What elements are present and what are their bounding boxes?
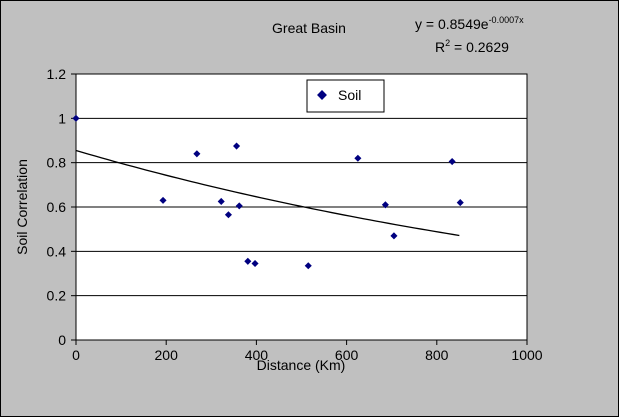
- data-point: [72, 114, 80, 122]
- y-tick-label: 0.4: [47, 243, 67, 259]
- y-axis-ticks: 0 0.2 0.4 0.6 0.8 1 1.2: [47, 66, 76, 348]
- y-tick-label: 0: [58, 332, 66, 348]
- data-point: [381, 201, 389, 209]
- data-point: [233, 142, 241, 150]
- r-squared-label: R: [435, 39, 445, 55]
- data-point: [193, 150, 201, 158]
- x-axis-ticks: 0 200 400 600 800 1000: [72, 340, 543, 363]
- x-tick-label: 0: [72, 347, 80, 363]
- x-tick-label: 800: [425, 347, 449, 363]
- y-tick-label: 0.2: [47, 288, 67, 304]
- data-point: [224, 211, 232, 219]
- legend-box: [306, 79, 385, 113]
- y-tick-label: 0.6: [47, 199, 67, 215]
- data-point: [235, 202, 243, 210]
- trendline: [75, 149, 460, 237]
- y-tick-label: 1.2: [47, 66, 67, 82]
- y-tick-label: 1: [58, 110, 66, 126]
- r-squared: R2 = 0.2629: [435, 38, 509, 55]
- data-point: [390, 232, 398, 240]
- y-axis-label: Soil Correlation: [14, 159, 30, 255]
- legend: Soil: [306, 79, 385, 113]
- trend-equation: y = 0.8549e-0.0007x: [415, 15, 524, 32]
- data-point: [354, 154, 362, 162]
- data-point: [217, 197, 225, 205]
- trend-equation-exponent: -0.0007x: [489, 15, 525, 25]
- x-tick-label: 400: [245, 347, 269, 363]
- x-tick-label: 1000: [511, 347, 542, 363]
- data-point: [159, 196, 167, 204]
- data-point: [456, 199, 464, 207]
- data-point: [244, 257, 252, 265]
- r-squared-value: = 0.2629: [450, 39, 509, 55]
- x-axis-label: Distance (Km): [257, 357, 346, 373]
- trend-equation-prefix: y = 0.8549e: [415, 16, 489, 32]
- chart-title: Great Basin: [272, 20, 346, 36]
- legend-label: Soil: [338, 87, 361, 103]
- x-tick-label: 600: [335, 347, 359, 363]
- y-tick-label: 0.8: [47, 155, 67, 171]
- r-squared-sup: 2: [445, 38, 450, 48]
- data-point: [304, 262, 312, 270]
- data-points: [72, 114, 464, 270]
- data-point: [448, 158, 456, 166]
- x-tick-label: 200: [155, 347, 179, 363]
